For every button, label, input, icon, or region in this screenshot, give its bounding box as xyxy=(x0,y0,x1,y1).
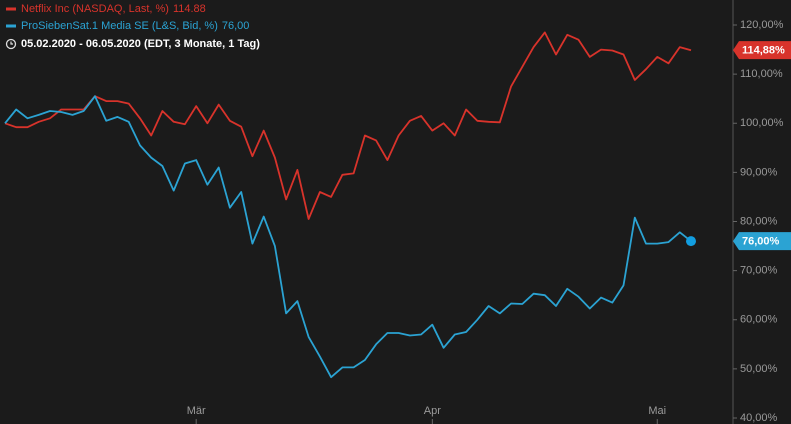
legend-label: Netflix Inc (NASDAQ, Last, %) 114.88 xyxy=(21,3,206,15)
x-tick-label: Apr xyxy=(424,405,441,417)
last-value-tag xyxy=(733,41,791,60)
last-value-label: 114,88% xyxy=(742,45,785,57)
y-tick-label: 120,00% xyxy=(740,19,784,31)
y-tick-label: 80,00% xyxy=(740,215,778,227)
date-range: 05.02.2020 - 06.05.2020 (EDT, 3 Monate, … xyxy=(5,38,260,50)
last-point xyxy=(686,236,696,247)
x-tick-label: Mai xyxy=(648,405,666,417)
series-line xyxy=(4,95,692,379)
y-tick-label: 100,00% xyxy=(740,117,784,129)
legend-label: ProSiebenSat.1 Media SE (L&S, Bid, %) 76,… xyxy=(21,20,249,32)
y-tick-label: 110,00% xyxy=(740,68,783,80)
x-tick-label: Mär xyxy=(187,405,206,417)
legend-name: ProSiebenSat.1 Media SE (L&S, Bid, %) xyxy=(21,20,218,32)
series-line xyxy=(4,31,692,220)
legend-value: 114.88 xyxy=(173,3,206,15)
legend-value: 76,00 xyxy=(222,20,250,32)
y-tick-label: 60,00% xyxy=(740,314,778,326)
last-value-tag xyxy=(733,232,791,251)
legend-swatch xyxy=(6,24,16,28)
legend-name: Netflix Inc (NASDAQ, Last, %) xyxy=(21,3,169,15)
subtitle: 05.02.2020 - 06.05.2020 (EDT, 3 Monate, … xyxy=(21,38,260,50)
legend-swatch xyxy=(6,7,16,11)
clock-icon xyxy=(5,38,17,50)
y-tick-label: 40,00% xyxy=(740,412,778,424)
y-tick-label: 50,00% xyxy=(740,363,778,375)
legend: Netflix Inc (NASDAQ, Last, %) 114.88 ProSi… xyxy=(6,3,249,32)
y-tick-label: 70,00% xyxy=(740,265,778,277)
last-value-label: 76,00% xyxy=(742,236,780,248)
y-tick-label: 90,00% xyxy=(740,166,778,178)
clock-hands xyxy=(10,41,13,45)
